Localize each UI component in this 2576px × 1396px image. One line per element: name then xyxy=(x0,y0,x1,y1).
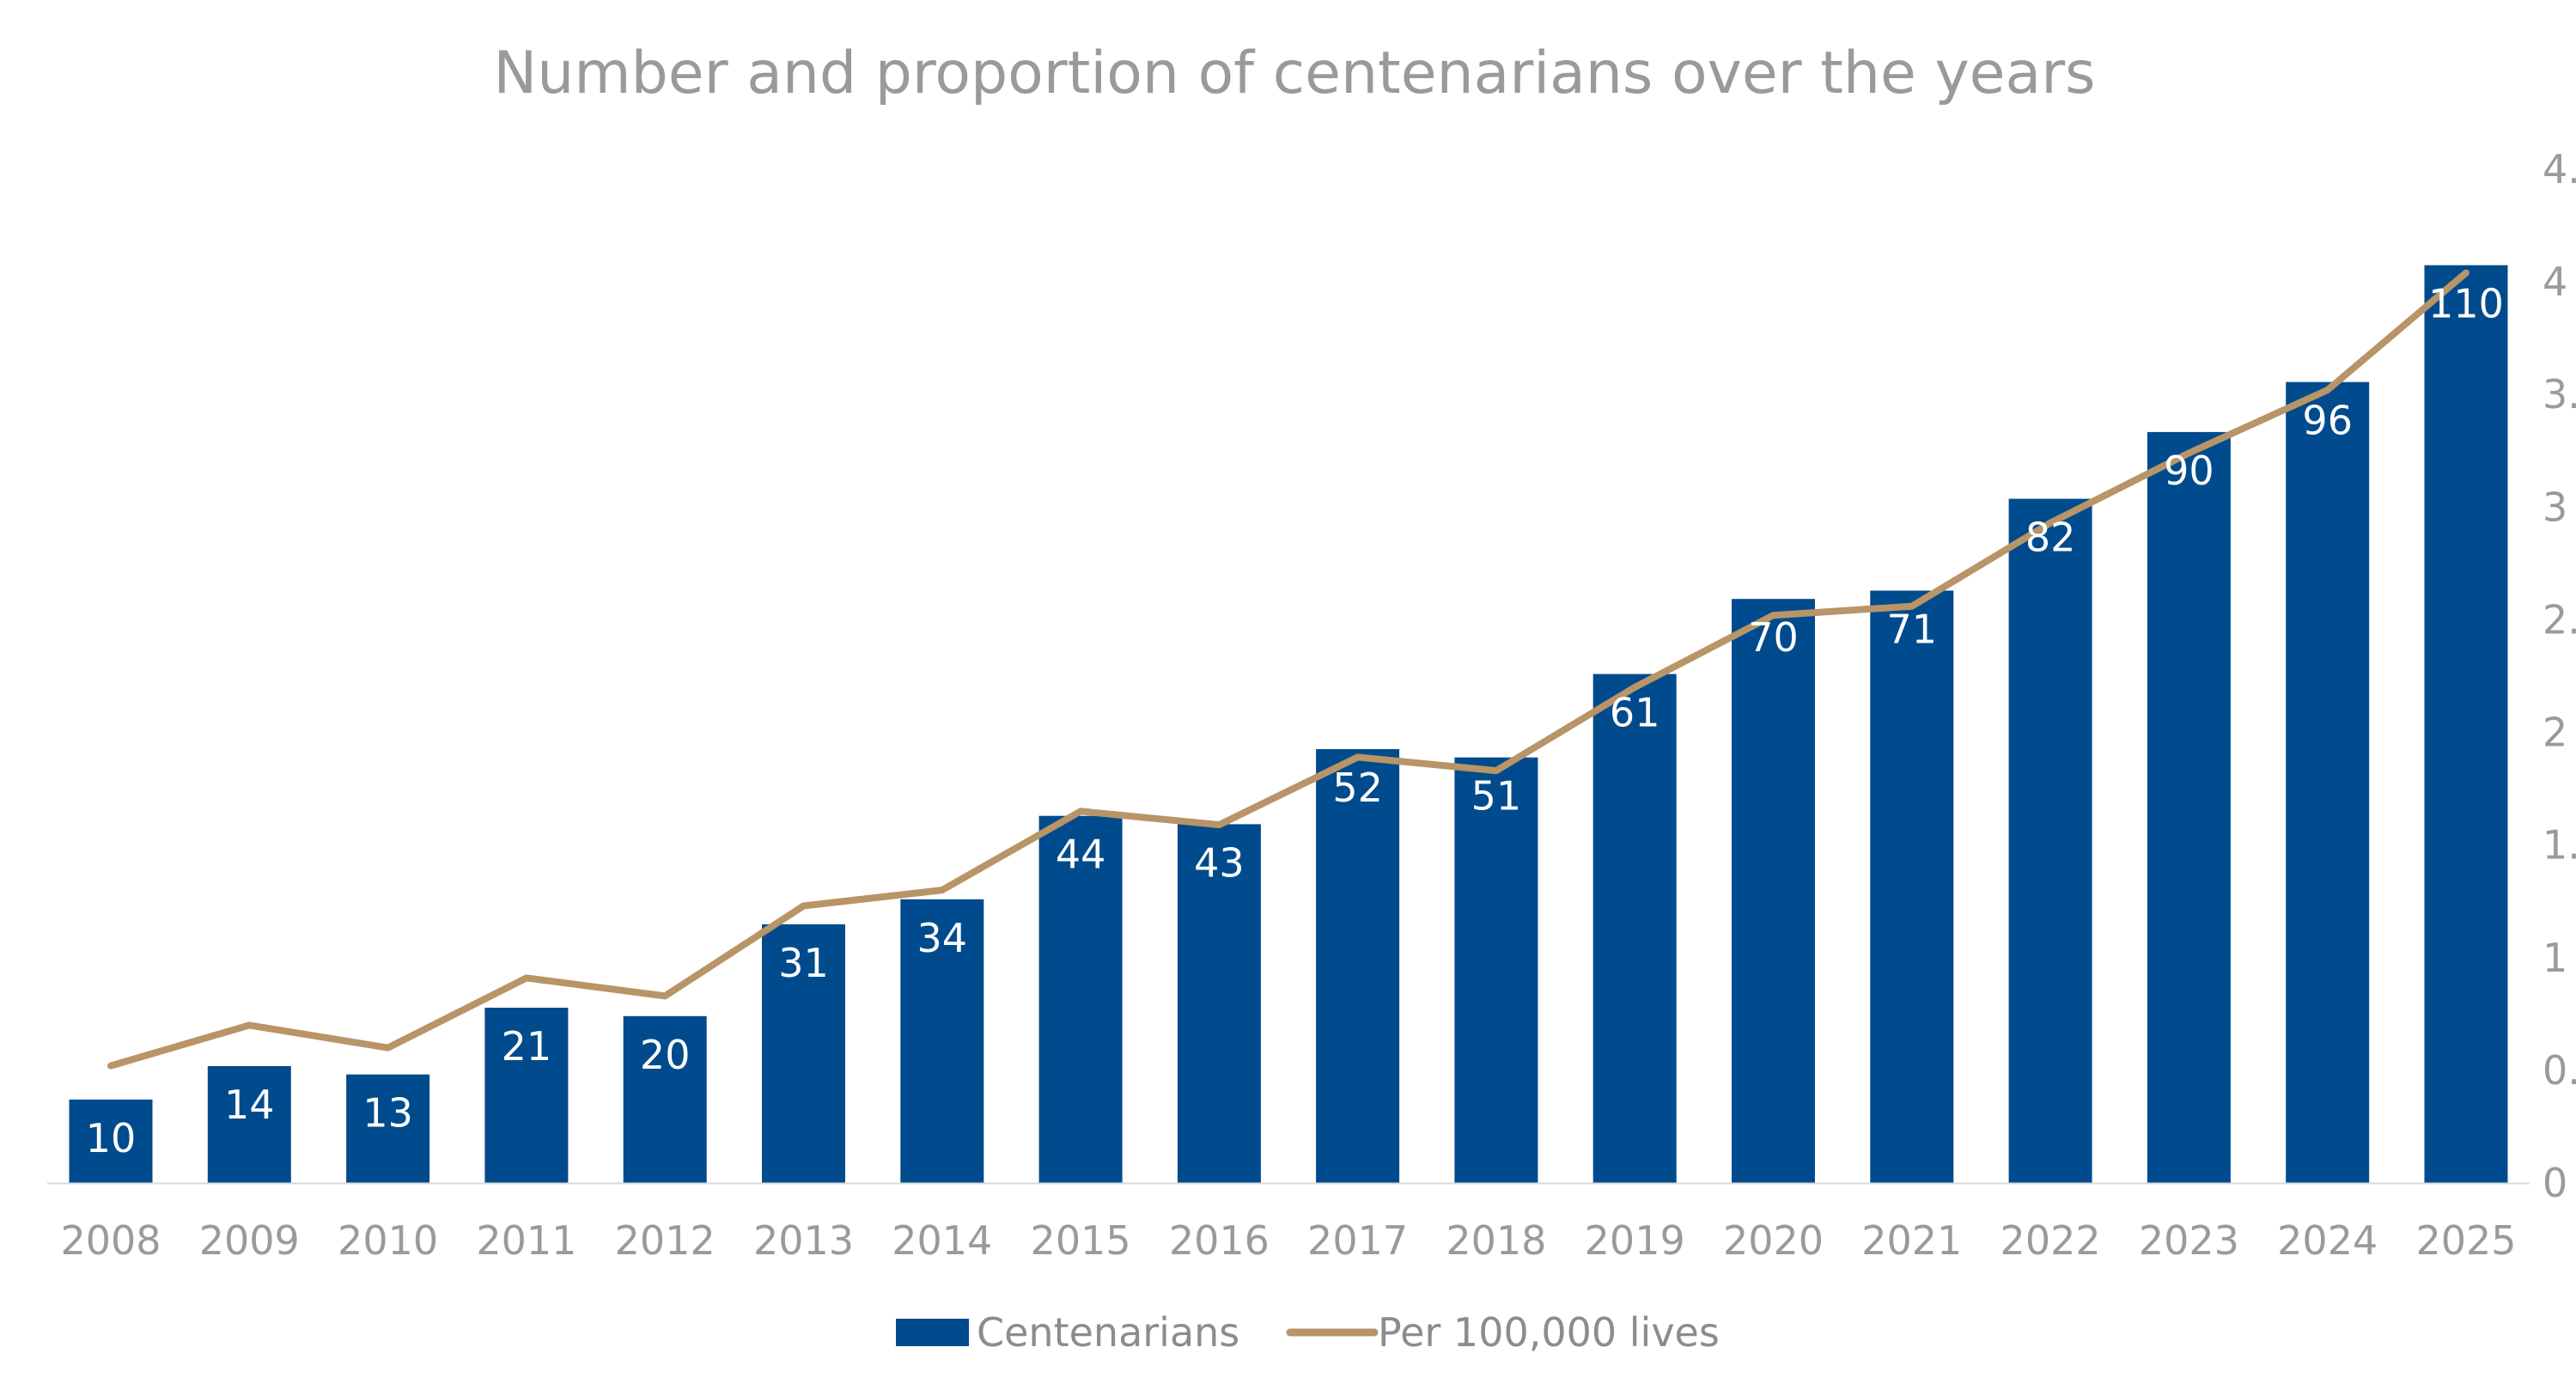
bar-2014 xyxy=(900,899,984,1183)
bar-2021 xyxy=(1870,590,1954,1183)
legend-label-centenarians: Centenarians xyxy=(977,1309,1239,1356)
x-tick-label-2018: 2018 xyxy=(1446,1217,1546,1264)
data-labels-layer: 10 14 13 21 20 31 34 44 43 52 51 61 70 71 82 90 96 110 xyxy=(86,281,2504,1161)
right-axis-tick-1: 1 xyxy=(2543,935,2567,981)
data-label-2013: 31 xyxy=(778,940,829,986)
data-label-2008: 10 xyxy=(86,1115,137,1161)
data-label-2017: 52 xyxy=(1332,765,1383,811)
bar-2016 xyxy=(1177,824,1261,1183)
data-label-2012: 20 xyxy=(640,1032,691,1078)
right-axis-tick-1.5: 1.5 xyxy=(2543,822,2576,869)
right-axis-tick-2.5: 2.5 xyxy=(2543,596,2576,643)
bar-2019 xyxy=(1592,674,1677,1183)
right-axis-tick-4: 4 xyxy=(2543,259,2567,305)
chart-title: Number and proportion of centenarians ov… xyxy=(493,40,2095,107)
line-layer xyxy=(107,269,2469,1070)
x-tick-label-2010: 2010 xyxy=(338,1217,438,1264)
data-label-2019: 61 xyxy=(1610,690,1660,736)
right-axis-tick-2: 2 xyxy=(2543,710,2567,756)
x-tick-label-2020: 2020 xyxy=(1723,1217,1824,1264)
x-tick-label-2011: 2011 xyxy=(476,1217,576,1264)
legend: Centenarians Per 100,000 lives xyxy=(896,1309,1720,1356)
series-line-per-100000-lives xyxy=(107,269,2469,1070)
x-tick-label-2008: 2008 xyxy=(60,1217,161,1264)
right-axis-tick-3: 3 xyxy=(2543,484,2567,530)
x-tick-label-2012: 2012 xyxy=(615,1217,716,1264)
bar-2020 xyxy=(1732,599,1815,1183)
x-tick-label-2024: 2024 xyxy=(2277,1217,2378,1264)
x-tick-label-2025: 2025 xyxy=(2415,1217,2516,1264)
x-tick-label-2021: 2021 xyxy=(1861,1217,1962,1264)
x-tick-label-2009: 2009 xyxy=(199,1217,300,1264)
bar-2022 xyxy=(2008,498,2092,1183)
axis-layer: 2008 2009 2010 2011 2012 2013 2014 2015 2016 2017… xyxy=(47,146,2576,1264)
x-tick-label-2022: 2022 xyxy=(2001,1217,2101,1264)
data-label-2018: 51 xyxy=(1471,773,1522,820)
right-axis-tick-0.5: 0.5 xyxy=(2543,1047,2576,1094)
x-tick-label-2019: 2019 xyxy=(1585,1217,1685,1264)
bar-2015 xyxy=(1038,815,1123,1183)
data-label-2021: 71 xyxy=(1887,607,1938,653)
bar-2017 xyxy=(1316,749,1400,1183)
data-label-2016: 43 xyxy=(1194,839,1245,886)
data-label-2015: 44 xyxy=(1056,832,1106,878)
bar-2013 xyxy=(762,924,845,1183)
bar-2012 xyxy=(623,1015,707,1183)
data-label-2025: 110 xyxy=(2428,281,2504,327)
data-label-2011: 21 xyxy=(502,1023,552,1070)
x-tick-label-2017: 2017 xyxy=(1307,1217,1408,1264)
right-axis-tick-4.5: 4.5 xyxy=(2543,146,2576,192)
data-label-2023: 90 xyxy=(2164,448,2214,494)
data-label-2010: 13 xyxy=(362,1090,413,1137)
x-tick-label-2013: 2013 xyxy=(753,1217,854,1264)
legend-swatch-centenarians xyxy=(896,1319,969,1346)
right-axis-tick-3.5: 3.5 xyxy=(2543,371,2576,418)
x-tick-label-2014: 2014 xyxy=(892,1217,992,1264)
bar-2009 xyxy=(207,1066,291,1183)
bar-2011 xyxy=(484,1008,569,1183)
bar-2010 xyxy=(346,1074,430,1183)
data-label-2024: 96 xyxy=(2302,398,2353,444)
bar-2018 xyxy=(1454,757,1538,1183)
data-label-2022: 82 xyxy=(2025,515,2076,561)
bar-2023 xyxy=(2147,431,2231,1183)
right-axis-tick-0: 0 xyxy=(2543,1160,2567,1206)
data-label-2009: 14 xyxy=(224,1082,275,1128)
bar-2024 xyxy=(2286,381,2370,1183)
bar-2008 xyxy=(69,1099,153,1183)
x-tick-label-2015: 2015 xyxy=(1031,1217,1131,1264)
data-label-2020: 70 xyxy=(1748,614,1799,661)
data-label-2014: 34 xyxy=(917,915,968,961)
x-tick-label-2023: 2023 xyxy=(2139,1217,2239,1264)
bars-layer xyxy=(69,265,2508,1184)
bar-2025 xyxy=(2424,265,2508,1184)
legend-label-per-100000-lives: Per 100,000 lives xyxy=(1378,1309,1720,1356)
x-tick-label-2016: 2016 xyxy=(1169,1217,1270,1264)
